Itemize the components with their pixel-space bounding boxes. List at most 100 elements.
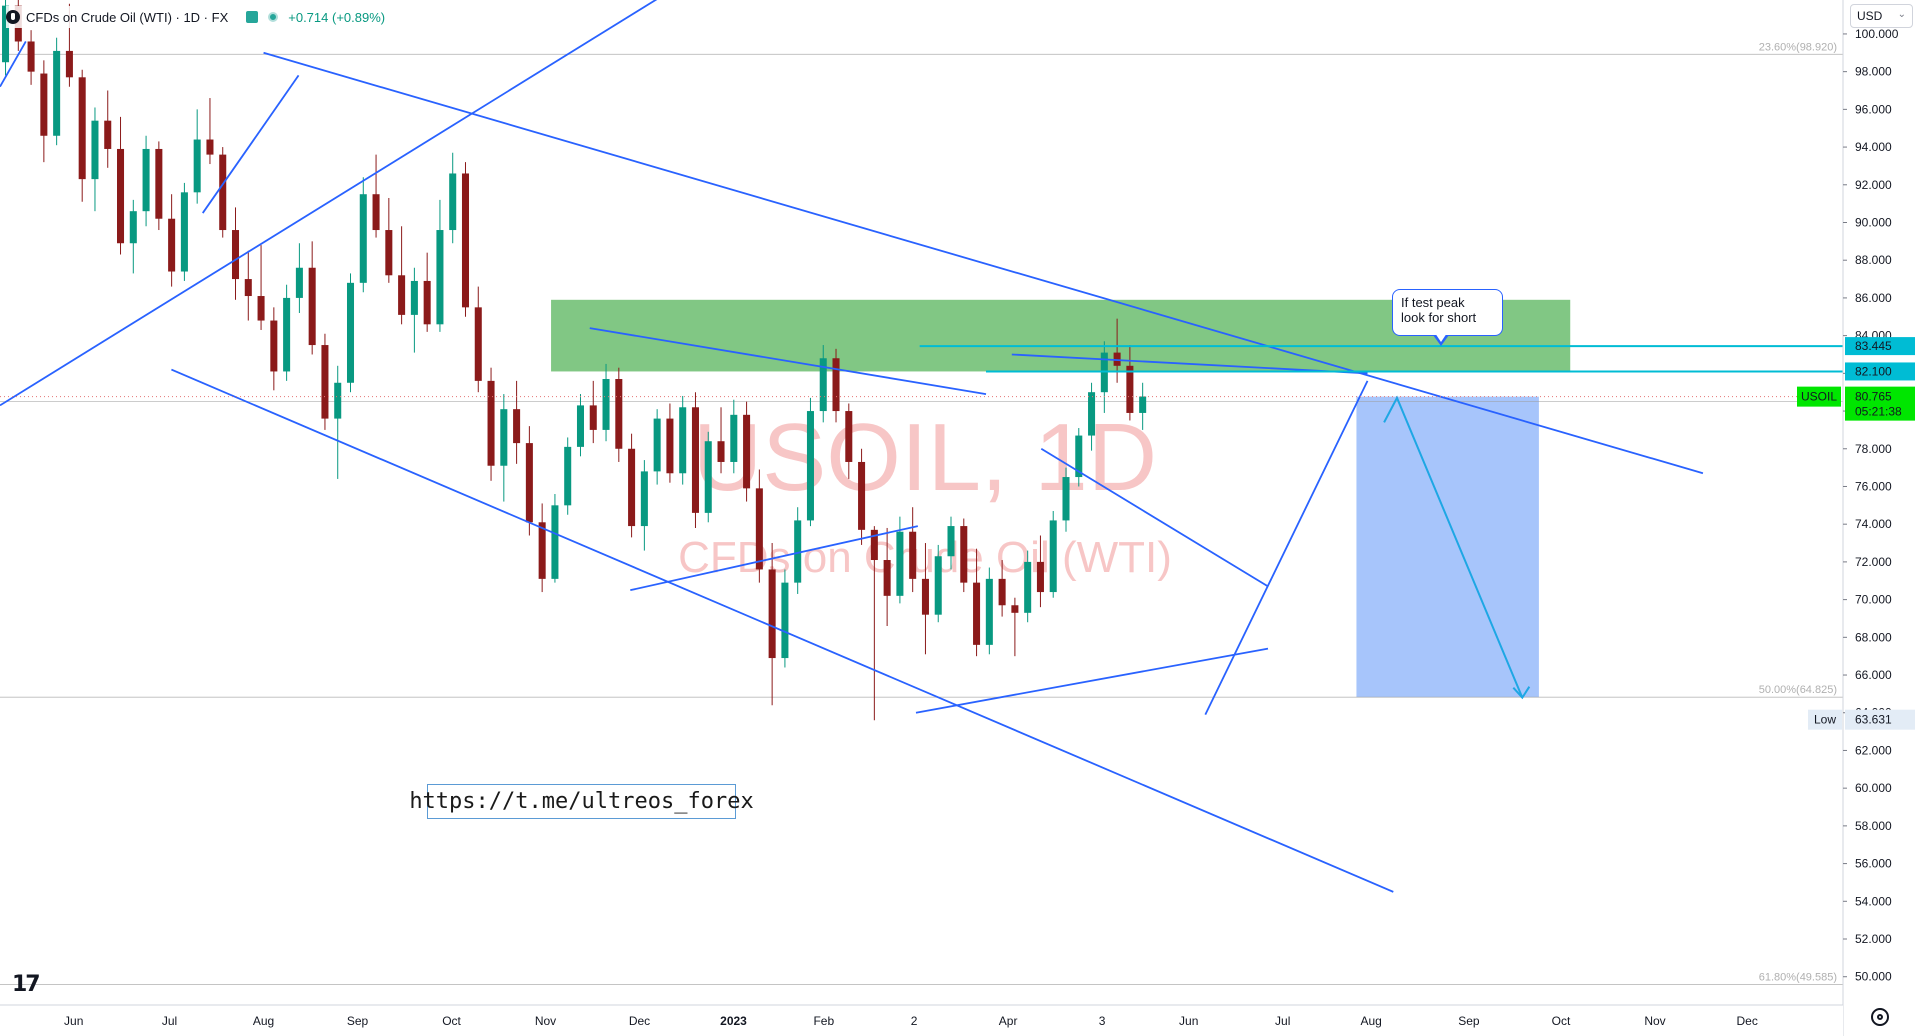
candle[interactable] <box>960 518 968 593</box>
candle[interactable] <box>1062 467 1070 532</box>
candle[interactable] <box>640 460 648 551</box>
note-callout[interactable]: If test peak look for short <box>1392 289 1503 346</box>
candle[interactable] <box>998 560 1006 617</box>
tradingview-logo-icon[interactable]: 17 <box>12 972 41 997</box>
candle[interactable] <box>589 380 597 444</box>
trendline[interactable] <box>201 74 300 214</box>
candle[interactable] <box>40 60 48 163</box>
symbol-badge[interactable] <box>1797 386 1841 407</box>
candle[interactable] <box>372 154 380 238</box>
candle[interactable] <box>615 367 623 462</box>
candle[interactable] <box>1088 382 1096 451</box>
candle[interactable] <box>2 0 10 76</box>
candle[interactable] <box>155 141 163 231</box>
candle[interactable] <box>1075 428 1083 487</box>
candle[interactable] <box>53 37 61 146</box>
gear-icon[interactable] <box>1871 1008 1889 1026</box>
candle[interactable] <box>679 395 687 485</box>
candle[interactable] <box>449 152 457 244</box>
candle[interactable] <box>180 182 188 281</box>
candle[interactable] <box>193 109 201 204</box>
candle[interactable] <box>628 433 636 538</box>
candle[interactable] <box>985 567 993 655</box>
candle[interactable] <box>283 284 291 381</box>
candle[interactable] <box>934 544 942 623</box>
candle[interactable] <box>602 363 610 442</box>
candle[interactable] <box>845 403 853 479</box>
candle[interactable] <box>359 177 367 293</box>
candle[interactable] <box>819 345 827 423</box>
candle[interactable] <box>870 526 878 721</box>
candle[interactable] <box>832 348 840 423</box>
trendline[interactable] <box>171 368 1394 893</box>
trendline[interactable] <box>0 0 662 407</box>
candle[interactable] <box>500 394 508 502</box>
market-status-icon[interactable] <box>268 12 279 22</box>
candle[interactable] <box>129 199 137 274</box>
candle[interactable] <box>921 543 929 655</box>
candle[interactable] <box>768 543 776 706</box>
trendline[interactable] <box>1040 447 1269 588</box>
candle[interactable] <box>295 243 303 314</box>
candle[interactable] <box>1024 550 1032 623</box>
candle[interactable] <box>1126 345 1134 421</box>
candle[interactable] <box>691 392 699 528</box>
candle[interactable] <box>1049 510 1057 598</box>
candle[interactable] <box>564 437 572 515</box>
candle[interactable] <box>755 469 763 583</box>
candle[interactable] <box>142 135 150 227</box>
candle[interactable] <box>168 194 176 287</box>
candle[interactable] <box>104 90 112 168</box>
candle[interactable] <box>513 380 521 464</box>
time-axis[interactable] <box>0 1005 1843 1036</box>
candle[interactable] <box>321 333 329 430</box>
candle[interactable] <box>219 147 227 238</box>
candle[interactable] <box>436 199 444 332</box>
candle[interactable] <box>487 367 495 481</box>
candle[interactable] <box>1139 382 1147 430</box>
candle[interactable] <box>704 431 712 523</box>
candle[interactable] <box>410 267 418 353</box>
candle[interactable] <box>398 226 406 325</box>
candle[interactable] <box>91 107 99 212</box>
candle[interactable] <box>270 307 278 391</box>
candle[interactable] <box>474 286 482 393</box>
candle[interactable] <box>730 399 738 474</box>
candle[interactable] <box>385 197 393 283</box>
candle[interactable] <box>525 426 533 536</box>
projection-path[interactable] <box>1383 395 1524 699</box>
candle[interactable] <box>461 162 470 317</box>
trendline[interactable] <box>630 525 919 592</box>
candle[interactable] <box>794 507 802 594</box>
candle[interactable] <box>896 516 904 604</box>
candle[interactable] <box>334 365 342 479</box>
symbol-header[interactable]: CFDs on Crude Oil (WTI) · 1D · FX +0.714… <box>6 6 392 28</box>
candle[interactable] <box>78 69 86 202</box>
currency-select[interactable]: USD ⌄ <box>1850 4 1913 28</box>
candle[interactable] <box>973 548 981 657</box>
telegram-link[interactable]: https://t.me/ultreos_forex <box>409 784 754 819</box>
target-box[interactable] <box>1356 396 1539 698</box>
candle[interactable] <box>743 401 751 502</box>
candle[interactable] <box>117 116 125 255</box>
candle[interactable] <box>653 409 661 485</box>
candle[interactable] <box>781 569 789 668</box>
symbol-label[interactable]: CFDs on Crude Oil (WTI) · 1D · FX <box>26 9 229 25</box>
candle[interactable] <box>257 245 265 330</box>
candle[interactable] <box>576 394 584 457</box>
candle[interactable] <box>717 407 725 474</box>
candle[interactable] <box>308 241 316 355</box>
trendline[interactable] <box>0 41 27 88</box>
candle[interactable] <box>883 527 891 627</box>
candle[interactable] <box>27 30 35 85</box>
candle[interactable] <box>947 516 955 570</box>
candle[interactable] <box>538 503 546 593</box>
candle[interactable] <box>1011 597 1019 657</box>
candle[interactable] <box>666 403 674 483</box>
trendline[interactable] <box>589 327 987 395</box>
price-axis[interactable] <box>1843 0 1919 1036</box>
candle[interactable] <box>858 448 866 545</box>
trendline[interactable] <box>915 647 1269 714</box>
candle[interactable] <box>244 250 252 321</box>
